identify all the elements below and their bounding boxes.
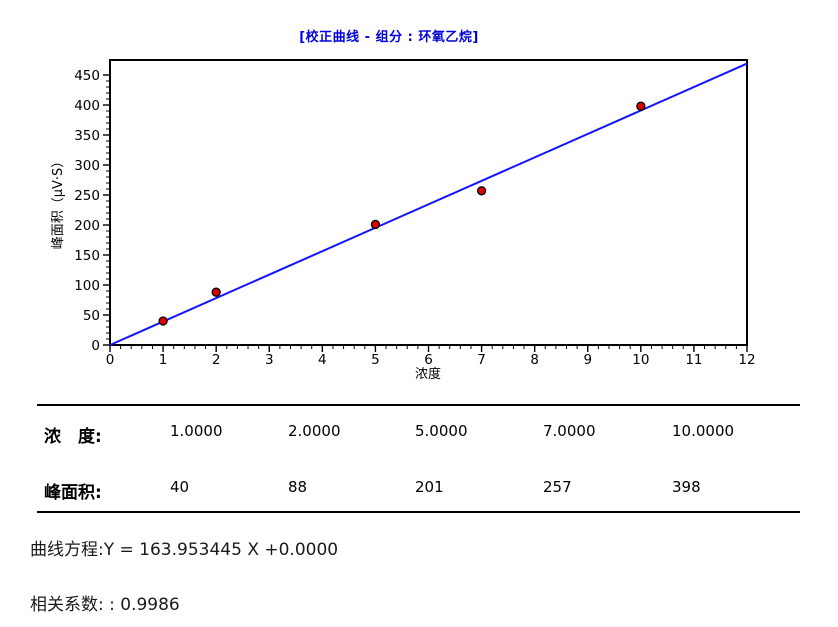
x-tick-label: 4	[318, 352, 327, 368]
correlation-label: 相关系数: :	[30, 595, 115, 615]
y-tick-label: 300	[74, 158, 100, 174]
concentration-value: 5.0000	[415, 422, 468, 440]
data-point	[370, 219, 381, 230]
x-axis-title: 浓度	[415, 366, 441, 382]
peak-area-value: 88	[288, 478, 308, 496]
correlation-value: 0.9986	[120, 595, 180, 615]
peak-area-value: 40	[170, 478, 190, 496]
x-tick-label: 5	[371, 352, 380, 368]
table-row-peak-area: 峰面积: 40 88 201 257 398	[0, 478, 838, 504]
x-tick-label: 0	[106, 352, 115, 368]
plot-border	[109, 59, 748, 346]
y-tick-label: 400	[74, 98, 100, 114]
correlation-coefficient: 相关系数: : 0.9986	[30, 590, 180, 615]
data-point	[476, 186, 487, 196]
x-tick-label: 2	[212, 352, 221, 368]
x-tick-label: 1	[159, 352, 168, 368]
x-tick-label: 8	[530, 352, 539, 368]
peak-area-value: 201	[415, 478, 444, 496]
curve-equation-value: Y = 163.953445 X +0.0000	[103, 540, 339, 560]
table-bottom-divider	[37, 511, 800, 513]
concentration-row-label: 浓 度:	[44, 427, 102, 447]
data-point	[211, 287, 221, 297]
concentration-value: 10.0000	[672, 422, 735, 440]
calibration-chart: 0 1 2 3 4 5 6 7 8 9 10 11 12050100150200250300350400…	[51, 59, 756, 382]
y-tick-label: 450	[74, 68, 100, 84]
concentration-value: 2.0000	[288, 422, 341, 440]
y-tick-label: 100	[74, 278, 100, 294]
data-point	[158, 316, 168, 326]
x-tick-label: 7	[477, 352, 486, 368]
y-tick-label: 350	[74, 128, 100, 144]
y-tick-label: 250	[74, 188, 100, 204]
curve-equation-label: 曲线方程:	[30, 540, 104, 560]
peak-area-value: 257	[543, 478, 572, 496]
curve-equation: 曲线方程:Y = 163.953445 X +0.0000	[30, 535, 338, 560]
x-tick-label: 10	[632, 352, 649, 368]
chart-title: [校正曲线 - 组分 : 环氧乙烷]	[299, 30, 479, 45]
x-tick-label: 11	[685, 352, 702, 368]
y-tick-label: 50	[83, 308, 100, 324]
fit-line	[109, 62, 748, 346]
peak-area-value: 398	[672, 478, 701, 496]
table-row-concentration: 浓 度: 1.0000 2.0000 5.0000 7.0000 10.0000	[0, 422, 838, 448]
x-tick-label: 3	[265, 352, 274, 368]
data-point	[636, 101, 646, 111]
y-axis-title: 峰面积（μV·S）	[51, 155, 66, 250]
concentration-value: 1.0000	[170, 422, 223, 440]
y-tick-label: 200	[74, 218, 100, 234]
x-tick-label: 12	[738, 352, 755, 368]
x-tick-label: 9	[583, 352, 592, 368]
y-tick-label: 0	[91, 338, 100, 354]
peak-area-row-label: 峰面积:	[44, 483, 102, 503]
y-tick-label: 150	[74, 248, 100, 264]
table-top-divider	[37, 404, 800, 406]
x-tick-label: 6	[424, 352, 433, 368]
concentration-value: 7.0000	[543, 422, 596, 440]
